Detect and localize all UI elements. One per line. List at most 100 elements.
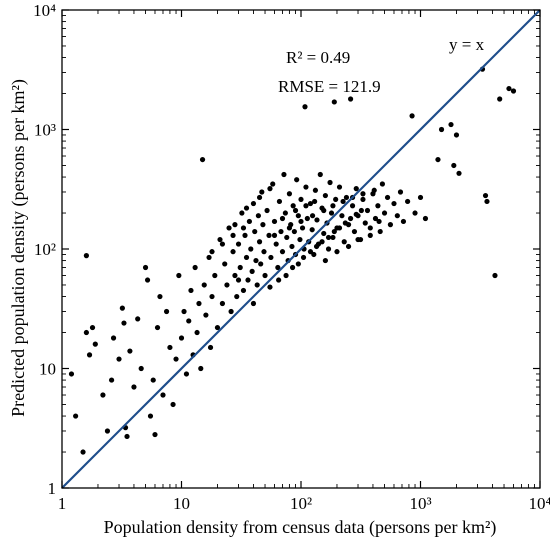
data-point bbox=[80, 449, 86, 455]
data-point bbox=[83, 329, 89, 336]
data-point bbox=[201, 282, 207, 288]
data-point bbox=[291, 228, 297, 235]
data-point bbox=[163, 308, 170, 315]
data-point bbox=[203, 312, 209, 318]
data-point bbox=[309, 227, 315, 233]
data-point bbox=[243, 205, 250, 211]
data-point bbox=[381, 210, 388, 216]
data-point bbox=[188, 287, 194, 294]
data-point bbox=[492, 272, 498, 279]
data-point bbox=[178, 335, 185, 341]
data-point bbox=[347, 96, 354, 102]
data-point bbox=[327, 179, 333, 186]
data-point bbox=[314, 217, 320, 223]
data-point bbox=[289, 243, 295, 250]
data-point bbox=[400, 218, 407, 225]
data-point bbox=[127, 348, 133, 354]
data-point bbox=[328, 210, 335, 216]
data-point bbox=[294, 177, 300, 183]
data-point bbox=[259, 189, 265, 195]
data-point bbox=[196, 300, 202, 307]
data-point bbox=[319, 239, 325, 245]
data-point bbox=[157, 293, 163, 300]
data-point bbox=[252, 228, 258, 235]
data-point bbox=[240, 287, 247, 294]
data-point bbox=[176, 272, 182, 279]
data-point bbox=[119, 305, 125, 311]
data-point bbox=[86, 352, 93, 358]
x-axis-label: Population density from census data (per… bbox=[104, 517, 497, 538]
identity-line bbox=[61, 9, 541, 489]
data-point bbox=[267, 284, 273, 290]
data-point bbox=[144, 277, 151, 283]
data-point bbox=[353, 186, 359, 192]
data-point bbox=[83, 253, 89, 259]
data-point bbox=[249, 268, 255, 274]
data-point bbox=[331, 99, 337, 105]
data-point bbox=[372, 215, 379, 222]
data-point bbox=[484, 198, 490, 205]
data-point bbox=[124, 433, 130, 440]
data-point bbox=[147, 413, 154, 419]
data-point bbox=[273, 241, 279, 247]
data-point bbox=[89, 324, 96, 331]
data-point bbox=[160, 392, 166, 398]
data-point bbox=[438, 126, 445, 133]
data-point bbox=[303, 184, 309, 190]
data-point bbox=[353, 211, 359, 217]
data-point bbox=[360, 196, 366, 203]
y-axis-label: Predicted population density (persons pe… bbox=[8, 79, 29, 417]
data-point bbox=[300, 254, 307, 261]
data-point bbox=[275, 264, 281, 271]
data-point bbox=[417, 194, 424, 201]
data-point bbox=[209, 293, 215, 300]
data-point bbox=[298, 218, 304, 225]
data-point bbox=[312, 198, 318, 205]
data-point bbox=[209, 249, 215, 255]
data-point bbox=[304, 215, 310, 222]
data-point bbox=[232, 222, 238, 228]
data-point bbox=[387, 222, 394, 228]
data-point bbox=[435, 156, 441, 163]
data-point bbox=[256, 194, 263, 201]
data-point bbox=[362, 220, 368, 226]
data-point bbox=[198, 365, 204, 372]
data-point bbox=[108, 377, 115, 383]
data-point bbox=[131, 384, 137, 390]
data-point bbox=[110, 335, 117, 341]
data-point bbox=[358, 207, 364, 214]
data-point bbox=[307, 200, 314, 207]
data-point bbox=[219, 300, 226, 307]
data-point bbox=[271, 232, 278, 238]
data-point bbox=[321, 207, 327, 214]
data-point bbox=[333, 196, 339, 203]
data-point bbox=[154, 324, 161, 331]
data-point bbox=[234, 293, 240, 300]
data-point bbox=[245, 277, 251, 283]
data-point bbox=[340, 198, 346, 205]
y-tick-label: 10² bbox=[34, 240, 56, 259]
data-point bbox=[152, 431, 158, 438]
data-point bbox=[303, 203, 309, 209]
data-point bbox=[212, 272, 218, 279]
data-point bbox=[355, 236, 361, 243]
x-tick-label: 10² bbox=[290, 494, 312, 513]
data-point bbox=[394, 213, 400, 219]
data-point bbox=[360, 191, 366, 197]
data-point bbox=[230, 249, 236, 255]
data-point bbox=[289, 264, 296, 271]
y-tick-label: 10 bbox=[39, 360, 56, 379]
data-point bbox=[235, 277, 242, 283]
data-point bbox=[309, 213, 316, 219]
data-point bbox=[456, 170, 462, 176]
data-point bbox=[376, 218, 382, 225]
data-point bbox=[254, 282, 260, 288]
data-point bbox=[242, 232, 248, 238]
data-point bbox=[104, 428, 111, 434]
data-point bbox=[167, 344, 173, 351]
data-point bbox=[364, 207, 371, 214]
data-point bbox=[384, 194, 391, 201]
data-point bbox=[264, 207, 270, 214]
data-point bbox=[219, 241, 226, 247]
data-point bbox=[336, 184, 343, 190]
